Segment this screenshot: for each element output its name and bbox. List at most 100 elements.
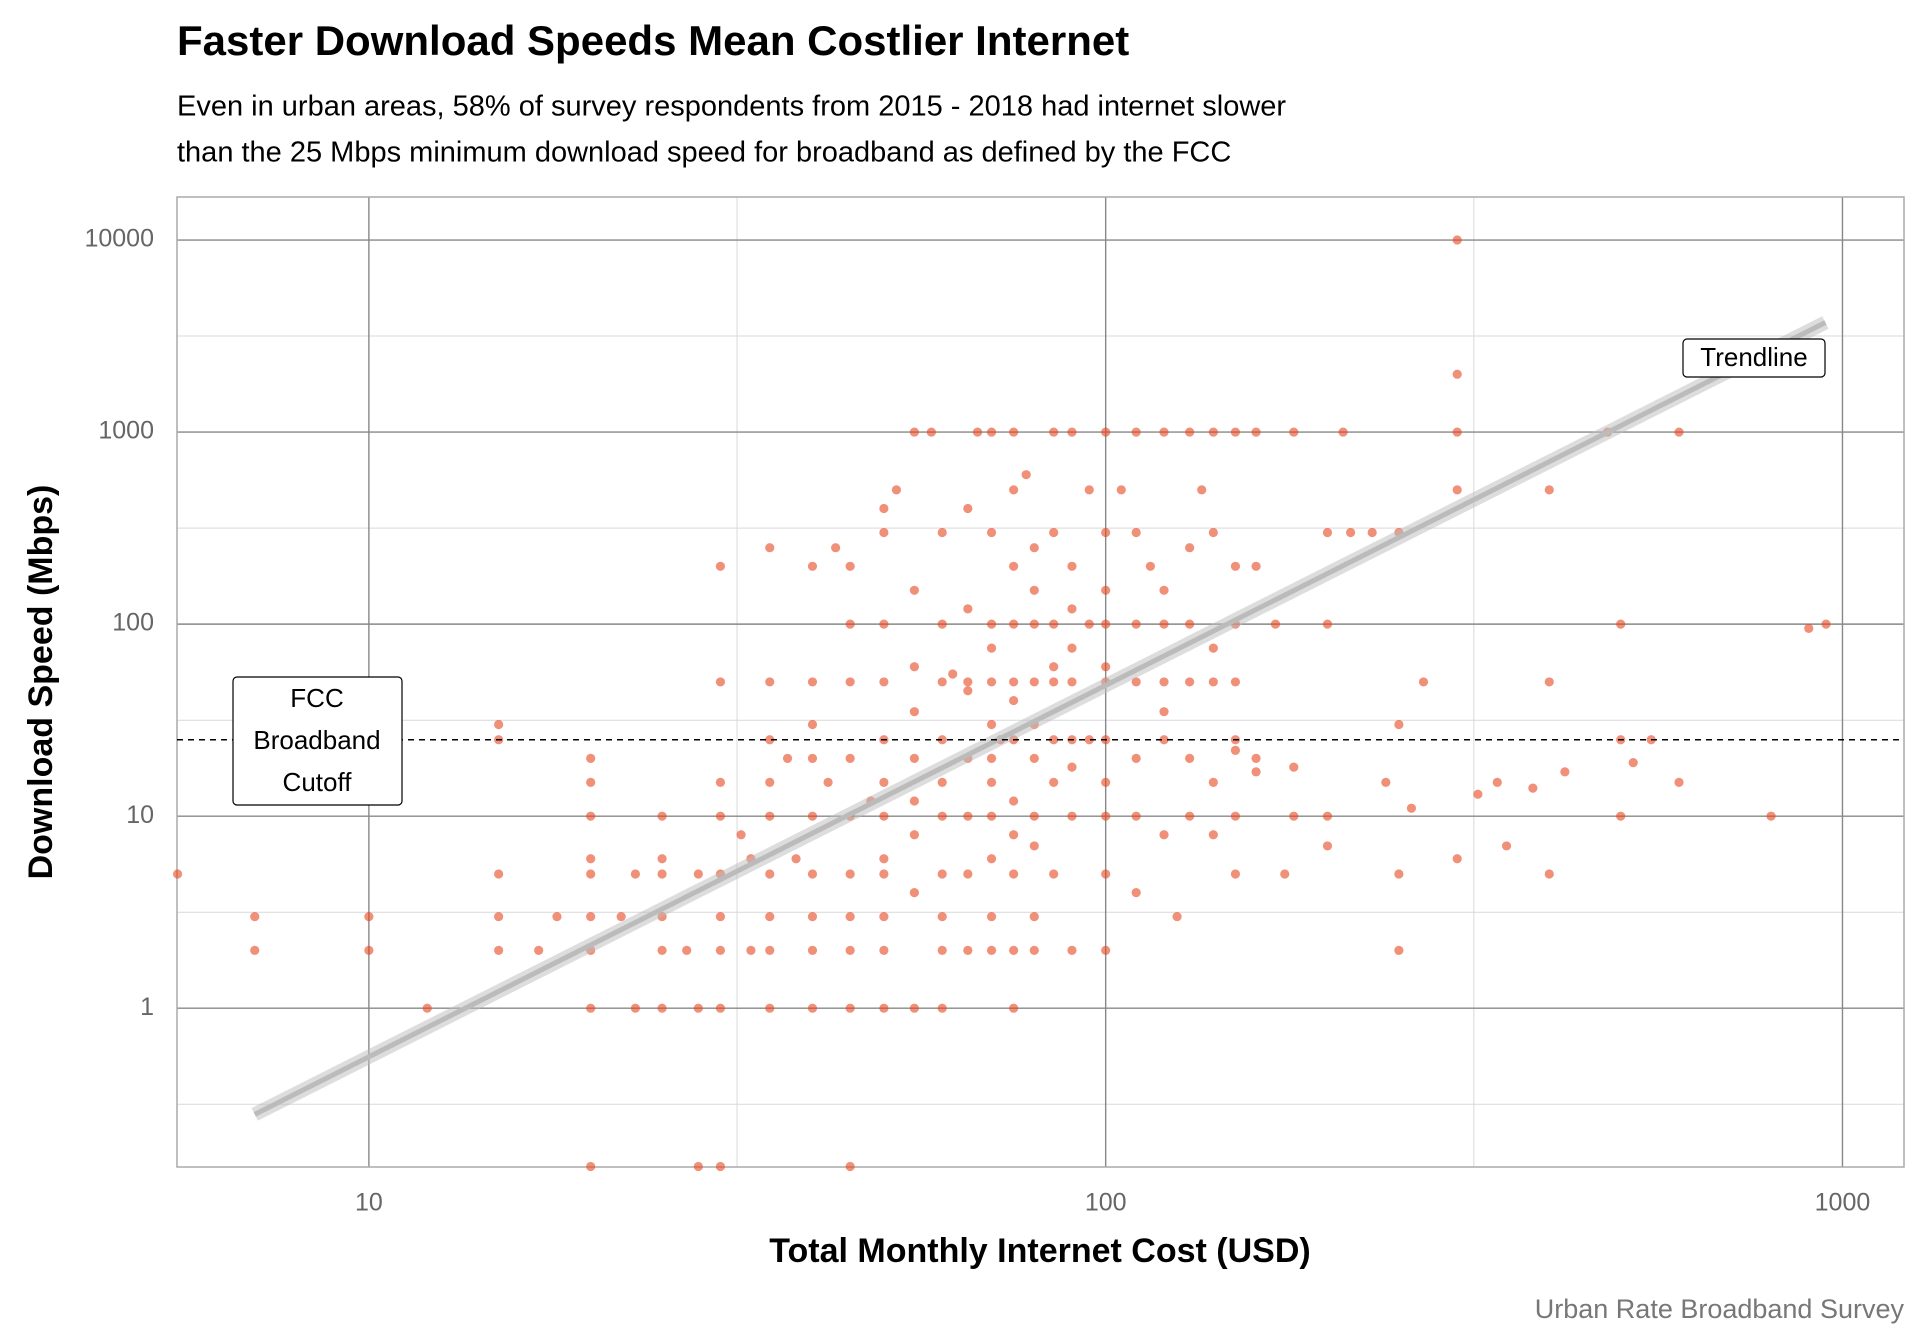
point: [1159, 585, 1169, 595]
point: [1101, 777, 1111, 787]
point: [986, 777, 997, 787]
point: [494, 945, 504, 956]
point: [879, 811, 889, 821]
annotation-box: [1682, 338, 1826, 378]
point: [963, 811, 973, 821]
point: [1101, 427, 1111, 437]
point: [1029, 911, 1039, 922]
point: [879, 869, 889, 879]
point: [765, 777, 775, 787]
point: [715, 911, 726, 922]
point: [845, 945, 855, 956]
point: [765, 543, 775, 553]
point: [1049, 869, 1059, 879]
point: [1322, 841, 1333, 851]
x-axis-title: Total Monthly Internet Cost (USD): [769, 1232, 1310, 1270]
point: [1406, 803, 1417, 813]
point: [1185, 427, 1195, 437]
point: [1159, 427, 1169, 437]
point: [986, 719, 997, 730]
point: [1492, 777, 1502, 787]
point: [1251, 561, 1261, 571]
point: [765, 911, 775, 922]
point: [1009, 945, 1019, 956]
point: [1394, 719, 1404, 730]
chart-subtitle: than the 25 Mbps minimum download speed …: [177, 137, 1231, 169]
point: [1067, 643, 1077, 653]
point: [1381, 777, 1391, 787]
point: [1251, 753, 1261, 763]
point: [807, 753, 818, 763]
point: [879, 945, 889, 956]
point: [1029, 811, 1039, 821]
point: [1185, 677, 1195, 687]
point: [926, 427, 936, 437]
point: [1084, 619, 1094, 629]
point: [1116, 485, 1126, 495]
point: [1528, 783, 1538, 793]
point: [586, 777, 596, 787]
point: [1021, 470, 1031, 480]
point: [1452, 235, 1462, 245]
point: [657, 811, 667, 821]
point: [586, 811, 596, 821]
point: [937, 735, 947, 745]
point: [1452, 485, 1462, 495]
point: [715, 811, 726, 821]
chart-title: Faster Download Speeds Mean Costlier Int…: [177, 17, 1129, 64]
point: [845, 869, 855, 879]
annotation-text: FCC: [290, 683, 343, 713]
point: [1049, 735, 1059, 745]
point: [1009, 830, 1019, 840]
point: [1280, 869, 1290, 879]
point: [1185, 753, 1195, 763]
point: [1501, 841, 1512, 851]
point: [1101, 811, 1111, 821]
point: [1544, 869, 1554, 879]
point: [1145, 561, 1156, 571]
point: [1049, 777, 1059, 787]
point: [1208, 527, 1218, 538]
point: [1230, 677, 1241, 687]
point: [823, 777, 833, 787]
point: [845, 1003, 855, 1013]
point: [937, 945, 947, 956]
y-tick-label: 1000: [98, 417, 154, 445]
point: [715, 1003, 726, 1013]
y-tick-label: 10000: [84, 225, 154, 253]
point: [1289, 811, 1299, 821]
point: [1616, 811, 1626, 821]
point: [986, 427, 997, 437]
caption: Urban Rate Broadband Survey: [1535, 1294, 1905, 1324]
point: [1172, 911, 1182, 922]
point: [845, 677, 855, 687]
point: [552, 911, 562, 922]
point: [1560, 767, 1570, 777]
point: [1289, 762, 1299, 772]
point: [845, 561, 855, 571]
x-tick-label: 10: [355, 1189, 383, 1217]
point: [879, 777, 889, 787]
trendline: [253, 320, 1827, 1117]
point: [879, 619, 889, 629]
point: [1009, 695, 1019, 706]
point: [937, 527, 947, 538]
point: [586, 911, 596, 922]
point: [845, 1161, 855, 1172]
point: [937, 677, 947, 687]
point: [937, 619, 947, 629]
point: [1067, 762, 1077, 772]
point: [1230, 811, 1241, 821]
point: [986, 911, 997, 922]
point: [1029, 945, 1039, 956]
point: [1159, 707, 1169, 717]
point: [807, 561, 818, 571]
point: [682, 945, 692, 956]
point: [1049, 677, 1059, 687]
chart-subtitle: Even in urban areas, 58% of survey respo…: [177, 91, 1286, 123]
point: [1418, 677, 1429, 687]
y-axis-title: Download Speed (Mbps): [22, 485, 60, 880]
point: [1159, 735, 1169, 745]
point: [807, 869, 818, 879]
